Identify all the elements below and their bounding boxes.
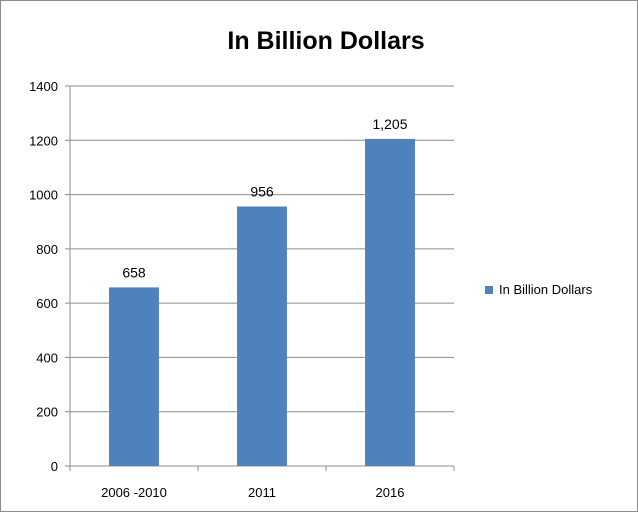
legend-label: In Billion Dollars — [499, 282, 593, 297]
y-axis-ticks: 0 200 400 600 800 1000 1200 1400 — [29, 79, 70, 474]
legend: In Billion Dollars — [485, 282, 592, 297]
y-tick-label: 1000 — [29, 188, 58, 203]
bars — [109, 138, 415, 466]
bar — [365, 138, 415, 466]
x-tick-label: 2016 — [376, 485, 405, 500]
bar — [109, 287, 159, 466]
y-tick-label: 200 — [36, 405, 58, 420]
y-tick-label: 1200 — [29, 133, 58, 148]
y-tick-label: 1400 — [29, 79, 58, 94]
y-tick-label: 800 — [36, 242, 58, 257]
data-label: 1,205 — [372, 116, 407, 132]
y-tick-label: 0 — [51, 459, 58, 474]
x-axis-ticks: 2006 -2010 2011 2016 — [69, 466, 455, 500]
bar — [237, 206, 287, 466]
y-tick-label: 400 — [36, 350, 58, 365]
y-tick-label: 600 — [36, 296, 58, 311]
x-tick-label: 2011 — [248, 485, 276, 500]
x-tick-label: 2006 -2010 — [101, 485, 167, 500]
legend-swatch — [485, 285, 493, 294]
data-label: 956 — [250, 184, 274, 200]
chart-title: In Billion Dollars — [227, 27, 425, 55]
data-labels: 658 956 1,205 — [122, 116, 407, 280]
data-label: 658 — [122, 264, 146, 280]
